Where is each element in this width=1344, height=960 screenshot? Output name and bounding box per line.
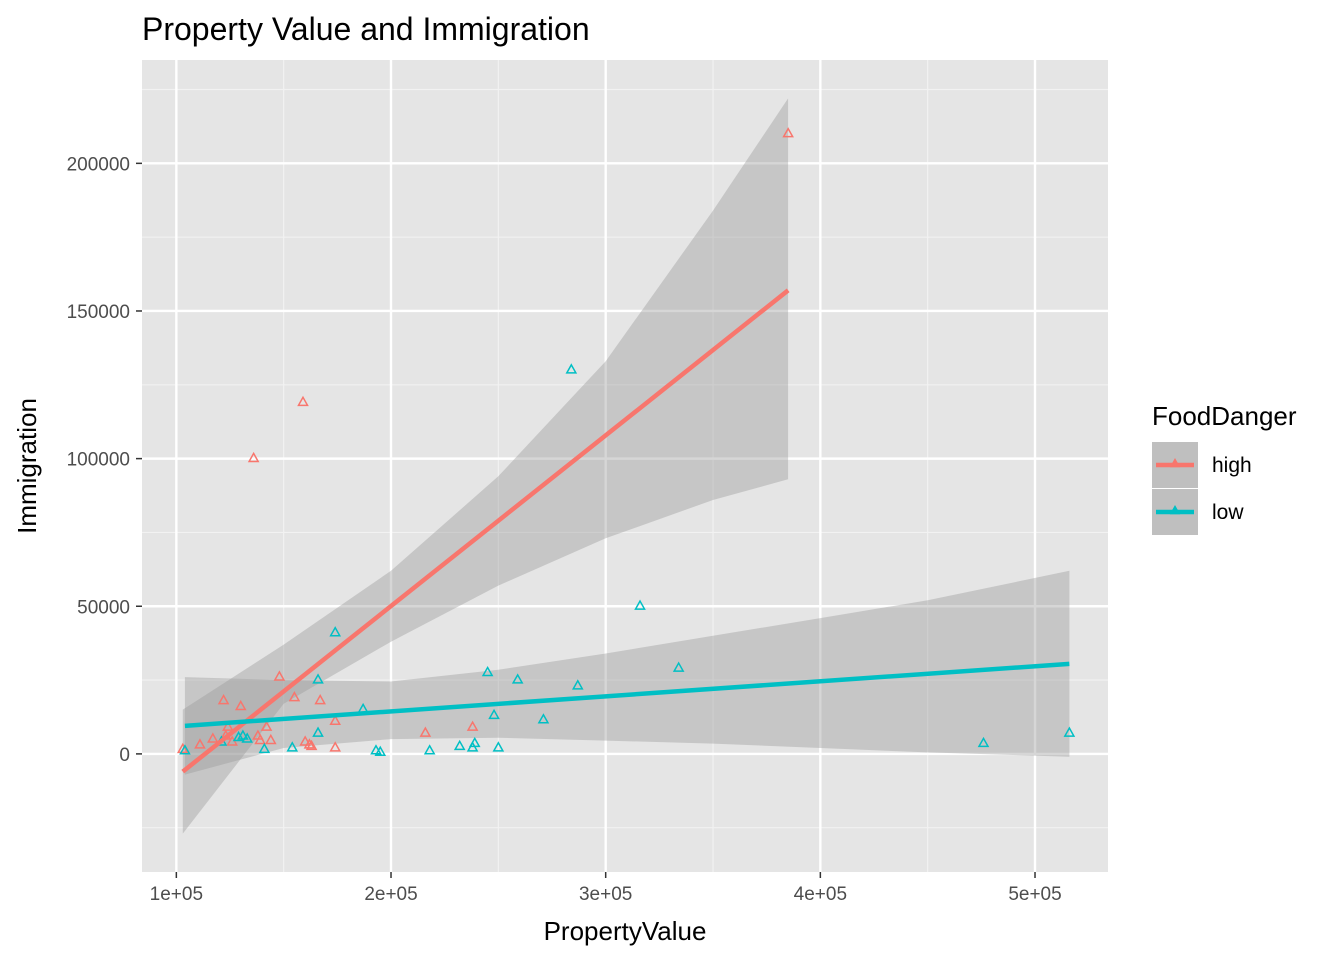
data-point-low [241,732,253,743]
x-tick-label: 1e+05 [150,884,203,905]
data-point-high [303,738,316,749]
x-axis: 1e+05 2e+05 3e+05 4e+05 5e+05 [150,872,1062,905]
data-point-low [672,661,685,672]
confidence-band-low [184,570,1070,775]
y-axis-title: Immigration [12,398,42,534]
data-point-high [419,726,432,737]
data-point-high [273,670,286,681]
data-point-low [179,744,191,755]
data-point-high [264,733,277,745]
data-point-high [247,451,260,463]
data-point-low [468,736,481,748]
data-point-high [782,127,794,138]
legend-label-low: low [1212,501,1244,524]
data-point-low [237,729,249,740]
x-axis-title: PropertyValue [544,916,707,946]
legend: FoodDanger high low [1152,401,1297,535]
data-point-low [329,626,342,637]
data-point-low [312,673,324,684]
data-point-low [492,741,505,752]
data-point-low [286,741,299,752]
data-point-low [571,679,584,690]
plot-panel [142,60,1108,872]
chart-title: Property Value and Immigration [142,11,590,47]
data-point-high [260,720,273,731]
y-tick-label: 50000 [77,597,130,618]
legend-title: FoodDanger [1152,401,1297,431]
y-tick-label: 150000 [67,302,130,323]
data-point-low [423,744,436,755]
data-point-high [305,739,318,751]
legend-label-high: high [1212,454,1252,477]
grid-minor [142,60,1108,872]
data-point-high [314,694,326,705]
data-point-low [312,726,324,737]
trend-lines [181,288,1070,774]
data-point-low [565,363,578,374]
x-tick-label: 5e+05 [1008,884,1061,905]
y-tick-label: 200000 [67,154,130,175]
grid-major [142,60,1108,872]
legend-marker-high [1169,457,1181,468]
data-point-high [222,720,234,731]
data-point-low [481,665,494,677]
data-point-low [634,599,646,610]
data-point-low [453,739,466,751]
data-point-high [217,694,230,705]
data-point-low [511,673,524,684]
data-point-high [329,741,342,752]
legend-marker-low [1169,504,1181,515]
y-axis: 0 50000 100000 150000 200000 [67,154,142,766]
x-tick-label: 3e+05 [579,884,632,905]
y-tick-label: 0 [119,745,130,766]
trend-line-low [184,661,1070,729]
data-point-high [207,732,219,743]
trend-line-high [181,288,790,774]
data-point-high [176,742,189,754]
data-point-high [234,699,247,711]
data-point-low [374,745,387,757]
data-point-low [488,708,500,720]
data-point-high [466,720,479,731]
data-point-low [537,713,550,724]
data-point-high [329,714,342,726]
x-tick-label: 4e+05 [794,884,847,905]
data-point-low [232,730,245,742]
data-point-low [1063,726,1076,737]
data-point-high [299,735,311,746]
data-point-low [258,742,271,754]
x-tick-label: 2e+05 [364,884,417,905]
data-point-high [288,691,301,702]
y-tick-label: 100000 [67,450,130,471]
data-point-high [297,395,309,407]
data-point-low [977,736,990,748]
data-point-high [254,733,266,745]
data-point-high [194,738,206,749]
